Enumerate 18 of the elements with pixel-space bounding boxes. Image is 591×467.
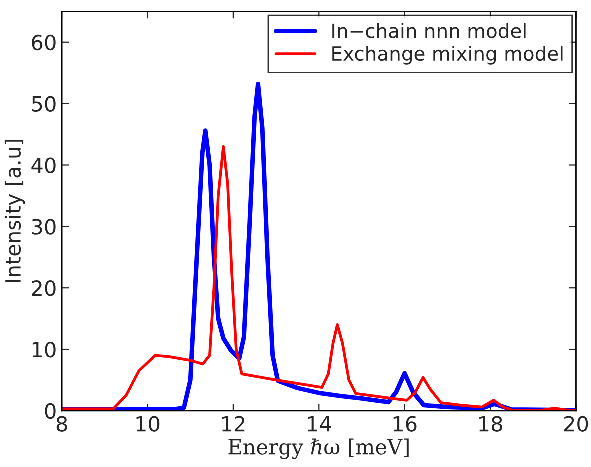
y-tick-label: 50 — [32, 96, 56, 112]
y-tick-label: 10 — [32, 342, 56, 358]
y-tick-label: 0 — [45, 403, 56, 420]
y-tick-label: 20 — [32, 280, 56, 296]
x-tick-label: 14 — [308, 416, 332, 432]
y-tick-label: 30 — [32, 219, 56, 235]
y-tick-label: 40 — [32, 158, 56, 174]
x-tick-label: 18 — [480, 416, 502, 432]
x-tick-label: 16 — [394, 416, 417, 432]
x-tick-label: 12 — [222, 416, 245, 432]
x-tick-label: 10 — [136, 416, 160, 432]
y-tick-label: 60 — [32, 34, 56, 51]
x-tick-label: 20 — [564, 416, 588, 432]
x-tick-label: 8 — [56, 416, 68, 432]
x-axis-title: Energy ℏω [meV] — [228, 438, 409, 460]
y-axis-title: Intensity [a.u] — [4, 140, 26, 282]
legend-label: Exchange mixing model — [332, 46, 563, 65]
legend-label: In−chain nnn model — [332, 23, 526, 38]
